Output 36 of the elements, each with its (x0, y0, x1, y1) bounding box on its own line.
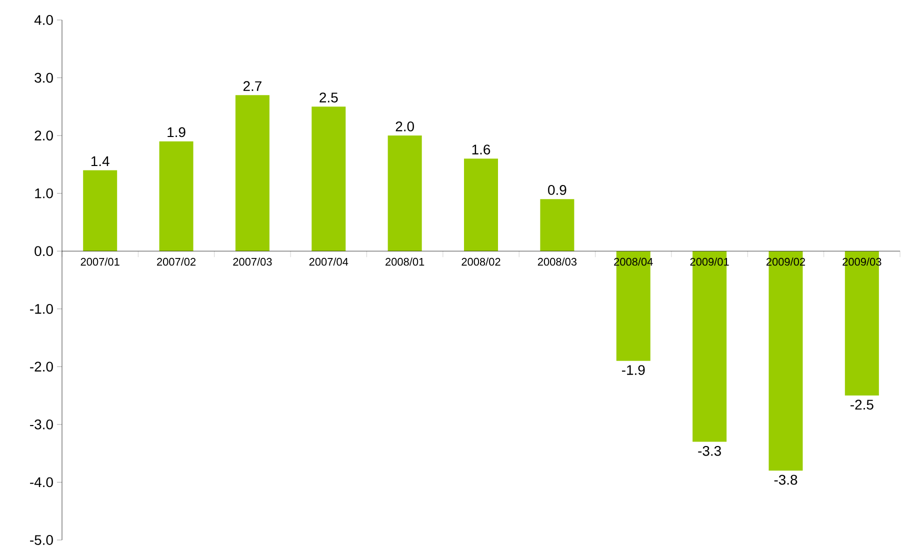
y-tick-label: 4.0 (34, 15, 53, 25)
y-tick-label: -2.0 (30, 362, 53, 372)
data-label: -2.5 (850, 400, 874, 410)
data-label: -1.9 (622, 365, 645, 375)
data-label: 2.7 (243, 81, 262, 91)
y-tick-label: -5.0 (30, 535, 53, 545)
bar (388, 136, 422, 252)
bar (464, 158, 498, 252)
data-label: 1.6 (472, 144, 490, 154)
bar (540, 199, 574, 252)
y-tick-label: -4.0 (30, 477, 53, 488)
x-tick-label: 2007/02 (157, 258, 196, 266)
x-tick-label: 2007/03 (233, 258, 272, 266)
y-tick-label: -1.0 (30, 304, 53, 314)
data-label: -3.8 (774, 474, 798, 485)
bar (159, 141, 194, 252)
x-tick-label: 2007/01 (80, 258, 120, 266)
data-label: 0.9 (548, 185, 566, 195)
y-tick-label: 0.0 (34, 246, 53, 256)
data-label: -3.3 (698, 446, 721, 456)
x-tick-label: 2007/04 (309, 258, 348, 266)
data-label: 2.5 (320, 92, 338, 102)
y-tick-label: 1.0 (35, 188, 53, 198)
x-tick-label: 2008/03 (538, 258, 577, 266)
bar (235, 95, 270, 252)
bar (312, 106, 346, 252)
y-tick-label: 3.0 (34, 72, 53, 83)
y-tick-label: -3.0 (30, 419, 53, 430)
x-tick-label: 2008/02 (462, 258, 500, 266)
y-tick-label: 2.0 (34, 130, 53, 140)
data-label: 2.0 (396, 121, 414, 132)
data-label: 1.9 (168, 127, 186, 138)
bar (83, 170, 118, 252)
bar (768, 251, 803, 471)
x-tick-label: 2008/01 (386, 258, 424, 266)
data-label: 1.4 (91, 156, 110, 166)
